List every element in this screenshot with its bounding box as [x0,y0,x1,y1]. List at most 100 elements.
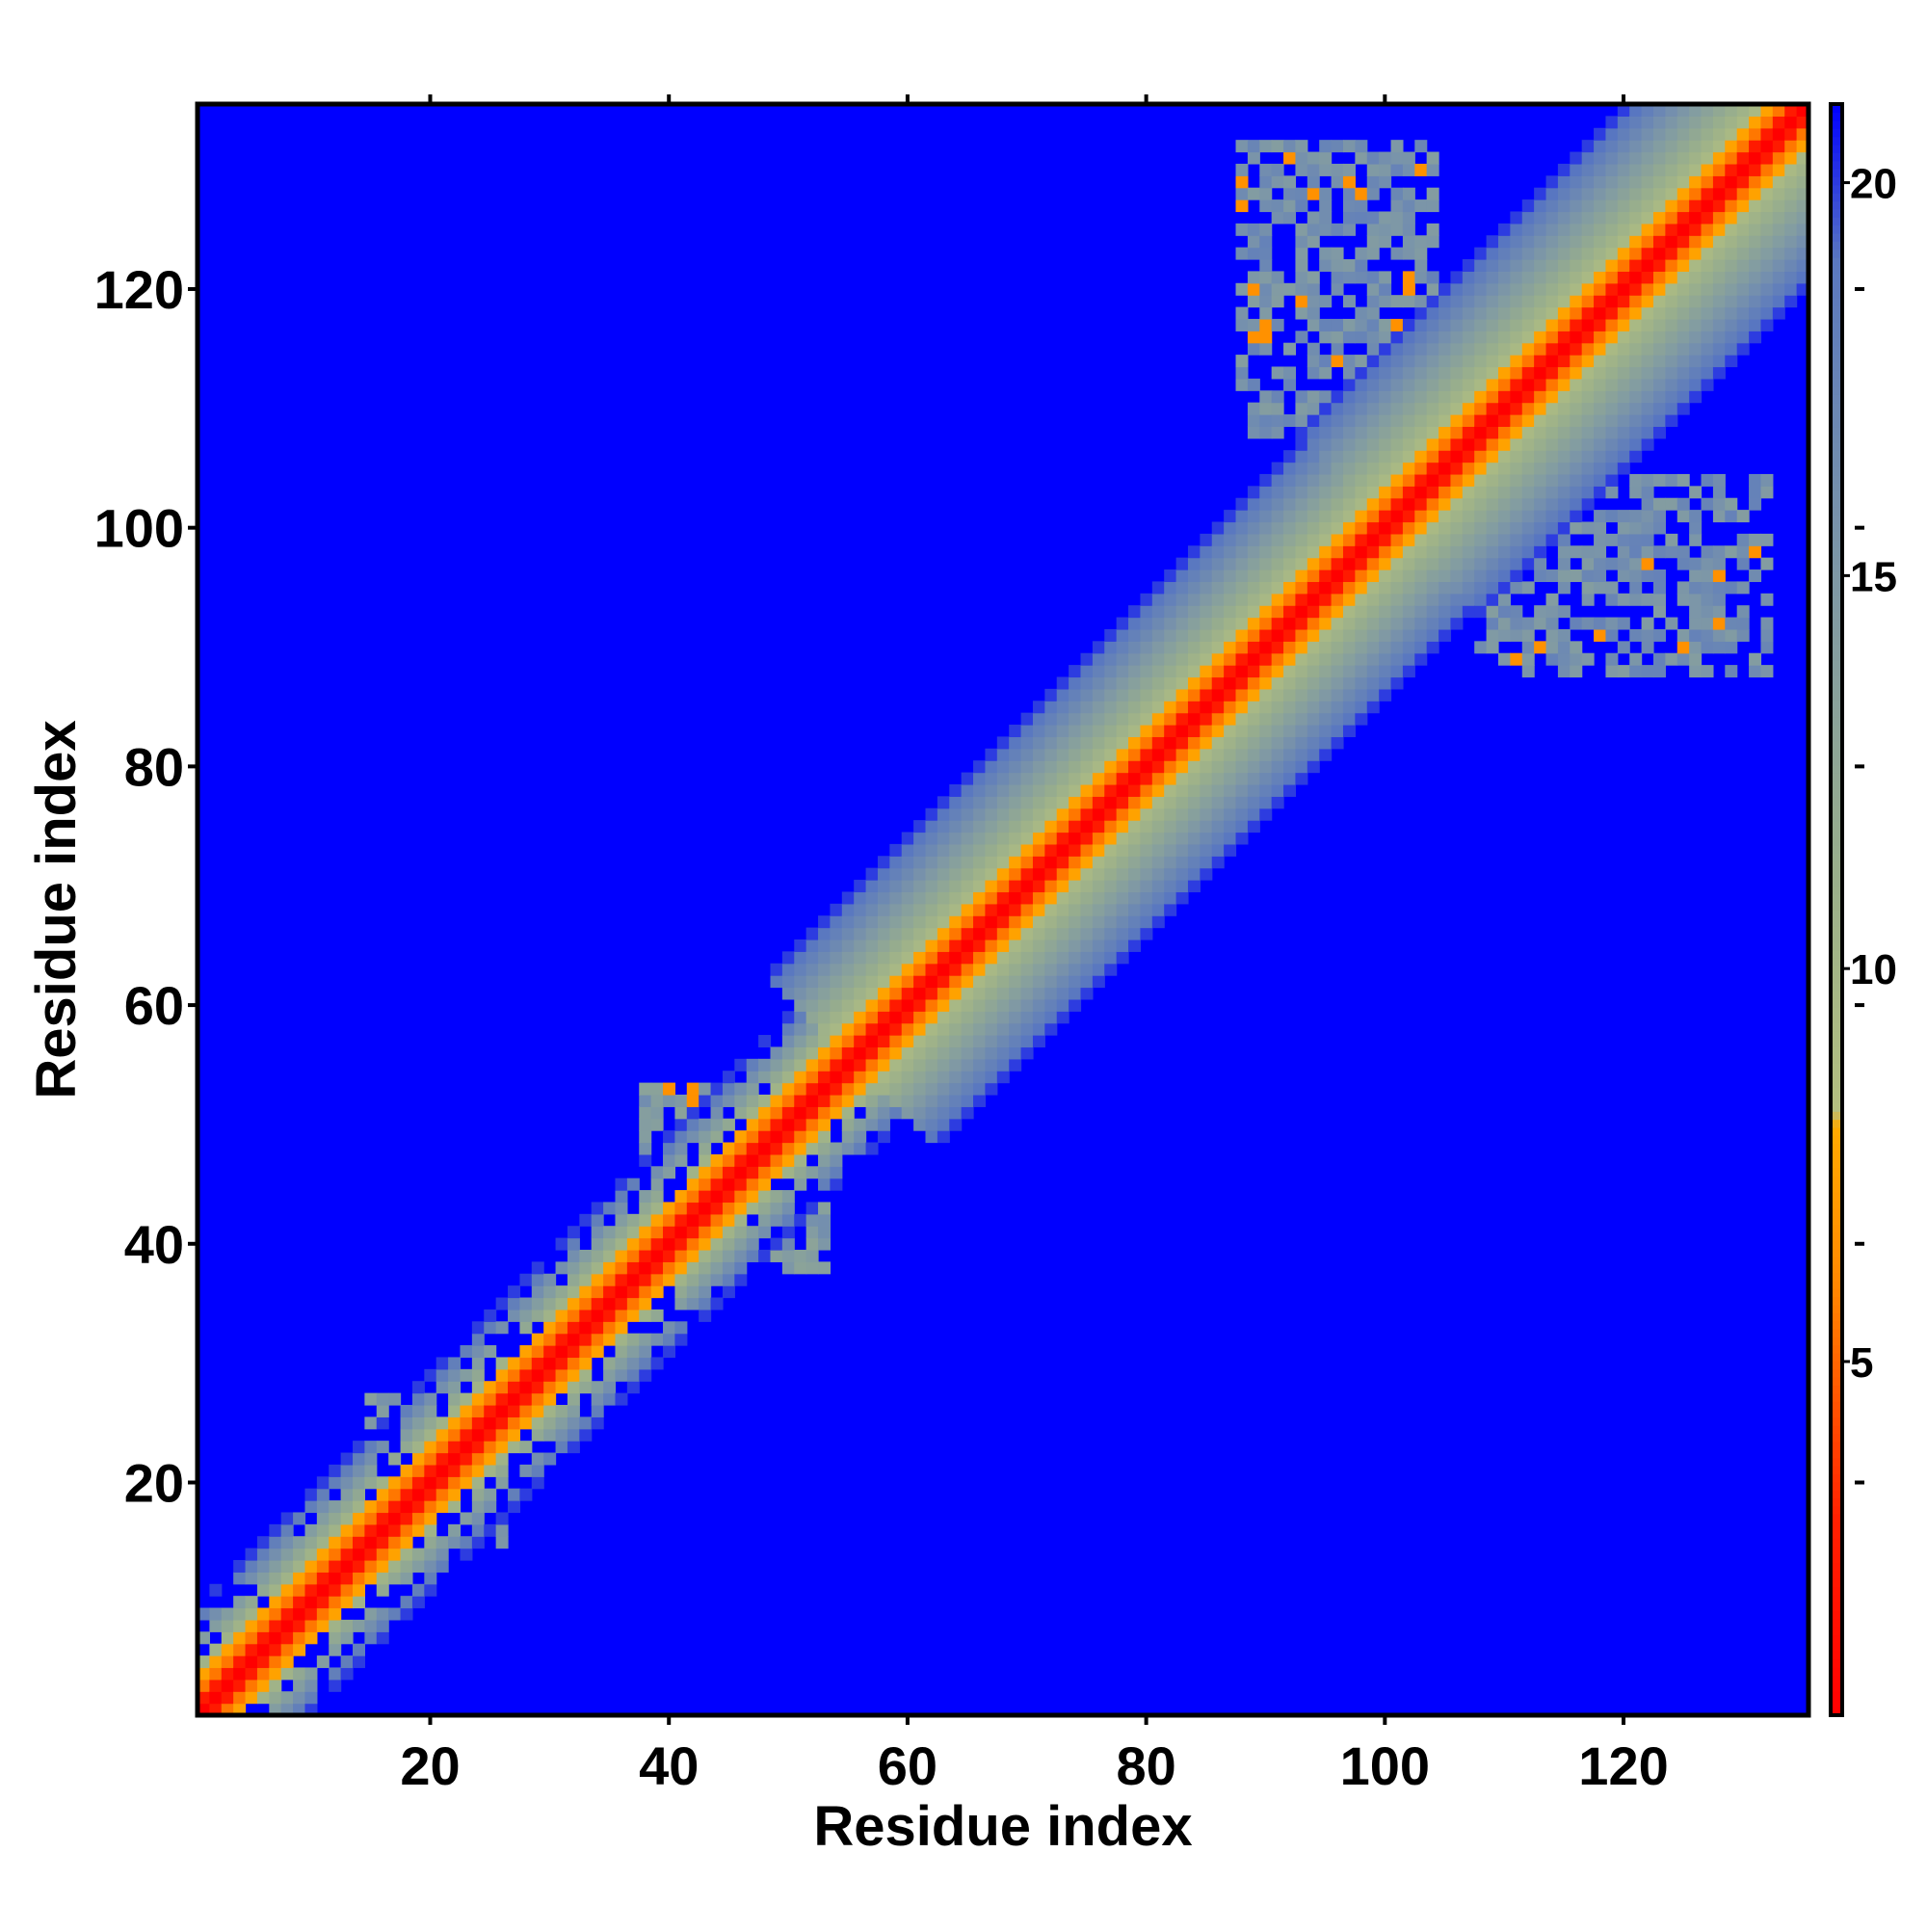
heatmap-cell [1044,688,1058,701]
heatmap-cell [1211,605,1225,619]
heatmap-cell [424,1464,437,1477]
heatmap-cell [1462,366,1475,380]
heatmap-cell [1605,581,1619,595]
heatmap-cell [1200,760,1213,774]
heatmap-cell [1283,151,1297,165]
heatmap-cell [1414,295,1428,308]
heatmap-cell [340,1464,354,1477]
heatmap-cell [1187,617,1201,630]
heatmap-cell [1080,725,1094,738]
colorbar-segment [1831,1304,1842,1313]
heatmap-cell [1331,462,1344,475]
heatmap-cell [1331,521,1344,535]
heatmap-cell [1032,987,1045,1000]
heatmap-cell [781,963,795,976]
heatmap-cell [1200,843,1213,857]
heatmap-cell [1689,104,1703,117]
heatmap-cell [1736,259,1750,272]
heatmap-cell [280,1583,294,1597]
heatmap-cell [1462,306,1475,320]
heatmap-cell [949,891,963,905]
heatmap-cell [1319,414,1333,427]
heatmap-cell [1450,557,1464,570]
colorbar-segment [1831,1352,1842,1362]
heatmap-cell [830,1106,843,1120]
heatmap-cell [973,915,987,929]
heatmap-cell [209,1691,223,1705]
heatmap-cell [913,1022,927,1036]
heatmap-cell [1009,951,1022,965]
heatmap-cell [1056,856,1069,869]
heatmap-cell [1128,783,1142,797]
colorbar-segment [1831,724,1842,733]
heatmap-cell [353,1523,365,1537]
colorbar-segment [1831,184,1842,194]
heatmap-cell [1594,473,1607,487]
heatmap-cell [710,1190,724,1204]
heatmap-cell [1355,569,1368,583]
heatmap-cell [1414,593,1428,606]
heatmap-cell [1414,628,1428,642]
heatmap-cell [1164,701,1177,714]
heatmap-cell [985,748,998,761]
heatmap-cell [1379,557,1392,570]
heatmap-cell [1056,963,1069,976]
heatmap-cell [1342,163,1356,176]
heatmap-cell [663,1261,676,1275]
heatmap-cell [1545,593,1559,606]
heatmap-cell [591,1381,604,1394]
heatmap-cell [1044,856,1058,869]
heatmap-cell [1020,725,1034,738]
heatmap-cell [1366,593,1380,606]
heatmap-cell [1594,533,1607,546]
heatmap-cell [567,1404,580,1417]
heatmap-cell [448,1392,462,1406]
colorbar-segment [1831,1086,1842,1097]
heatmap-cell [1307,306,1320,320]
heatmap-cell [1570,414,1583,427]
colorbar-segment [1831,1102,1842,1112]
heatmap-cell [686,1178,700,1191]
heatmap-cell [1295,486,1308,499]
heatmap-cell [1009,1058,1022,1072]
heatmap-cell [663,1333,676,1346]
heatmap-cell [1676,235,1690,249]
heatmap-cell [1545,331,1559,344]
heatmap-cell [1211,807,1225,821]
heatmap-cell [1140,641,1153,654]
heatmap-cell [198,1631,210,1645]
colorbar-segment [1831,208,1842,218]
heatmap-cell [1319,701,1333,714]
heatmap-cell [1128,652,1142,666]
heatmap-cell [1772,140,1785,153]
heatmap-cell [722,1178,735,1191]
heatmap-cell [1092,939,1105,952]
heatmap-cell [1497,390,1511,404]
heatmap-cell [805,1202,819,1215]
heatmap-cell [913,939,927,952]
heatmap-cell [1355,426,1368,439]
heatmap-cell [913,915,927,929]
colorbar-segment [1831,997,1842,1008]
heatmap-cell [1689,533,1703,546]
heatmap-cell [1605,331,1619,344]
heatmap-cell [1366,545,1380,559]
heatmap-cell [1534,211,1547,225]
heatmap-cell [495,1452,509,1466]
heatmap-cell [1557,665,1571,678]
heatmap-cell [1581,652,1595,666]
heatmap-cell [1259,282,1273,296]
heatmap-cell [269,1607,282,1621]
heatmap-cell [1736,331,1750,344]
heatmap-cell [1080,963,1094,976]
heatmap-cell [1462,259,1475,272]
heatmap-cell [1283,199,1297,213]
heatmap-cell [1271,569,1284,583]
heatmap-cell [650,1082,664,1096]
heatmap-cell [1355,581,1368,595]
heatmap-cell [1211,652,1225,666]
heatmap-cell [1044,951,1058,965]
heatmap-cell [1749,545,1762,559]
heatmap-cell [854,903,867,916]
heatmap-cell [1151,867,1165,881]
